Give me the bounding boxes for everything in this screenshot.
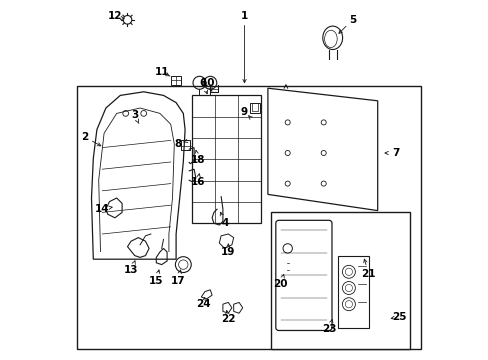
- Text: 19: 19: [221, 247, 235, 257]
- Text: 1: 1: [241, 11, 247, 21]
- Text: 4: 4: [221, 218, 228, 228]
- Text: 18: 18: [190, 155, 204, 165]
- Text: 10: 10: [201, 78, 215, 88]
- Bar: [249, 103, 260, 113]
- Text: 13: 13: [123, 265, 138, 275]
- Bar: [77, 86, 420, 349]
- Text: 14: 14: [95, 204, 109, 214]
- Text: 16: 16: [190, 177, 204, 187]
- Text: 9: 9: [241, 107, 247, 117]
- Bar: [337, 256, 368, 328]
- Bar: [271, 212, 409, 349]
- FancyBboxPatch shape: [275, 220, 331, 330]
- Text: 6: 6: [199, 78, 206, 88]
- Text: 23: 23: [321, 324, 336, 334]
- Text: 7: 7: [391, 148, 399, 158]
- Text: 24: 24: [195, 299, 210, 309]
- Bar: [192, 95, 260, 223]
- Text: 25: 25: [391, 312, 406, 322]
- Text: 8: 8: [174, 139, 181, 149]
- Text: 11: 11: [154, 67, 169, 77]
- Text: 20: 20: [273, 279, 287, 289]
- Text: 22: 22: [221, 314, 235, 324]
- Text: 12: 12: [107, 11, 122, 21]
- Text: 15: 15: [149, 276, 163, 286]
- Bar: [251, 103, 258, 111]
- Text: 3: 3: [131, 110, 138, 120]
- Bar: [181, 140, 190, 150]
- Bar: [170, 76, 181, 85]
- Text: 17: 17: [170, 276, 185, 286]
- Text: 2: 2: [81, 132, 88, 142]
- Text: 5: 5: [348, 15, 355, 25]
- Text: 21: 21: [361, 269, 375, 279]
